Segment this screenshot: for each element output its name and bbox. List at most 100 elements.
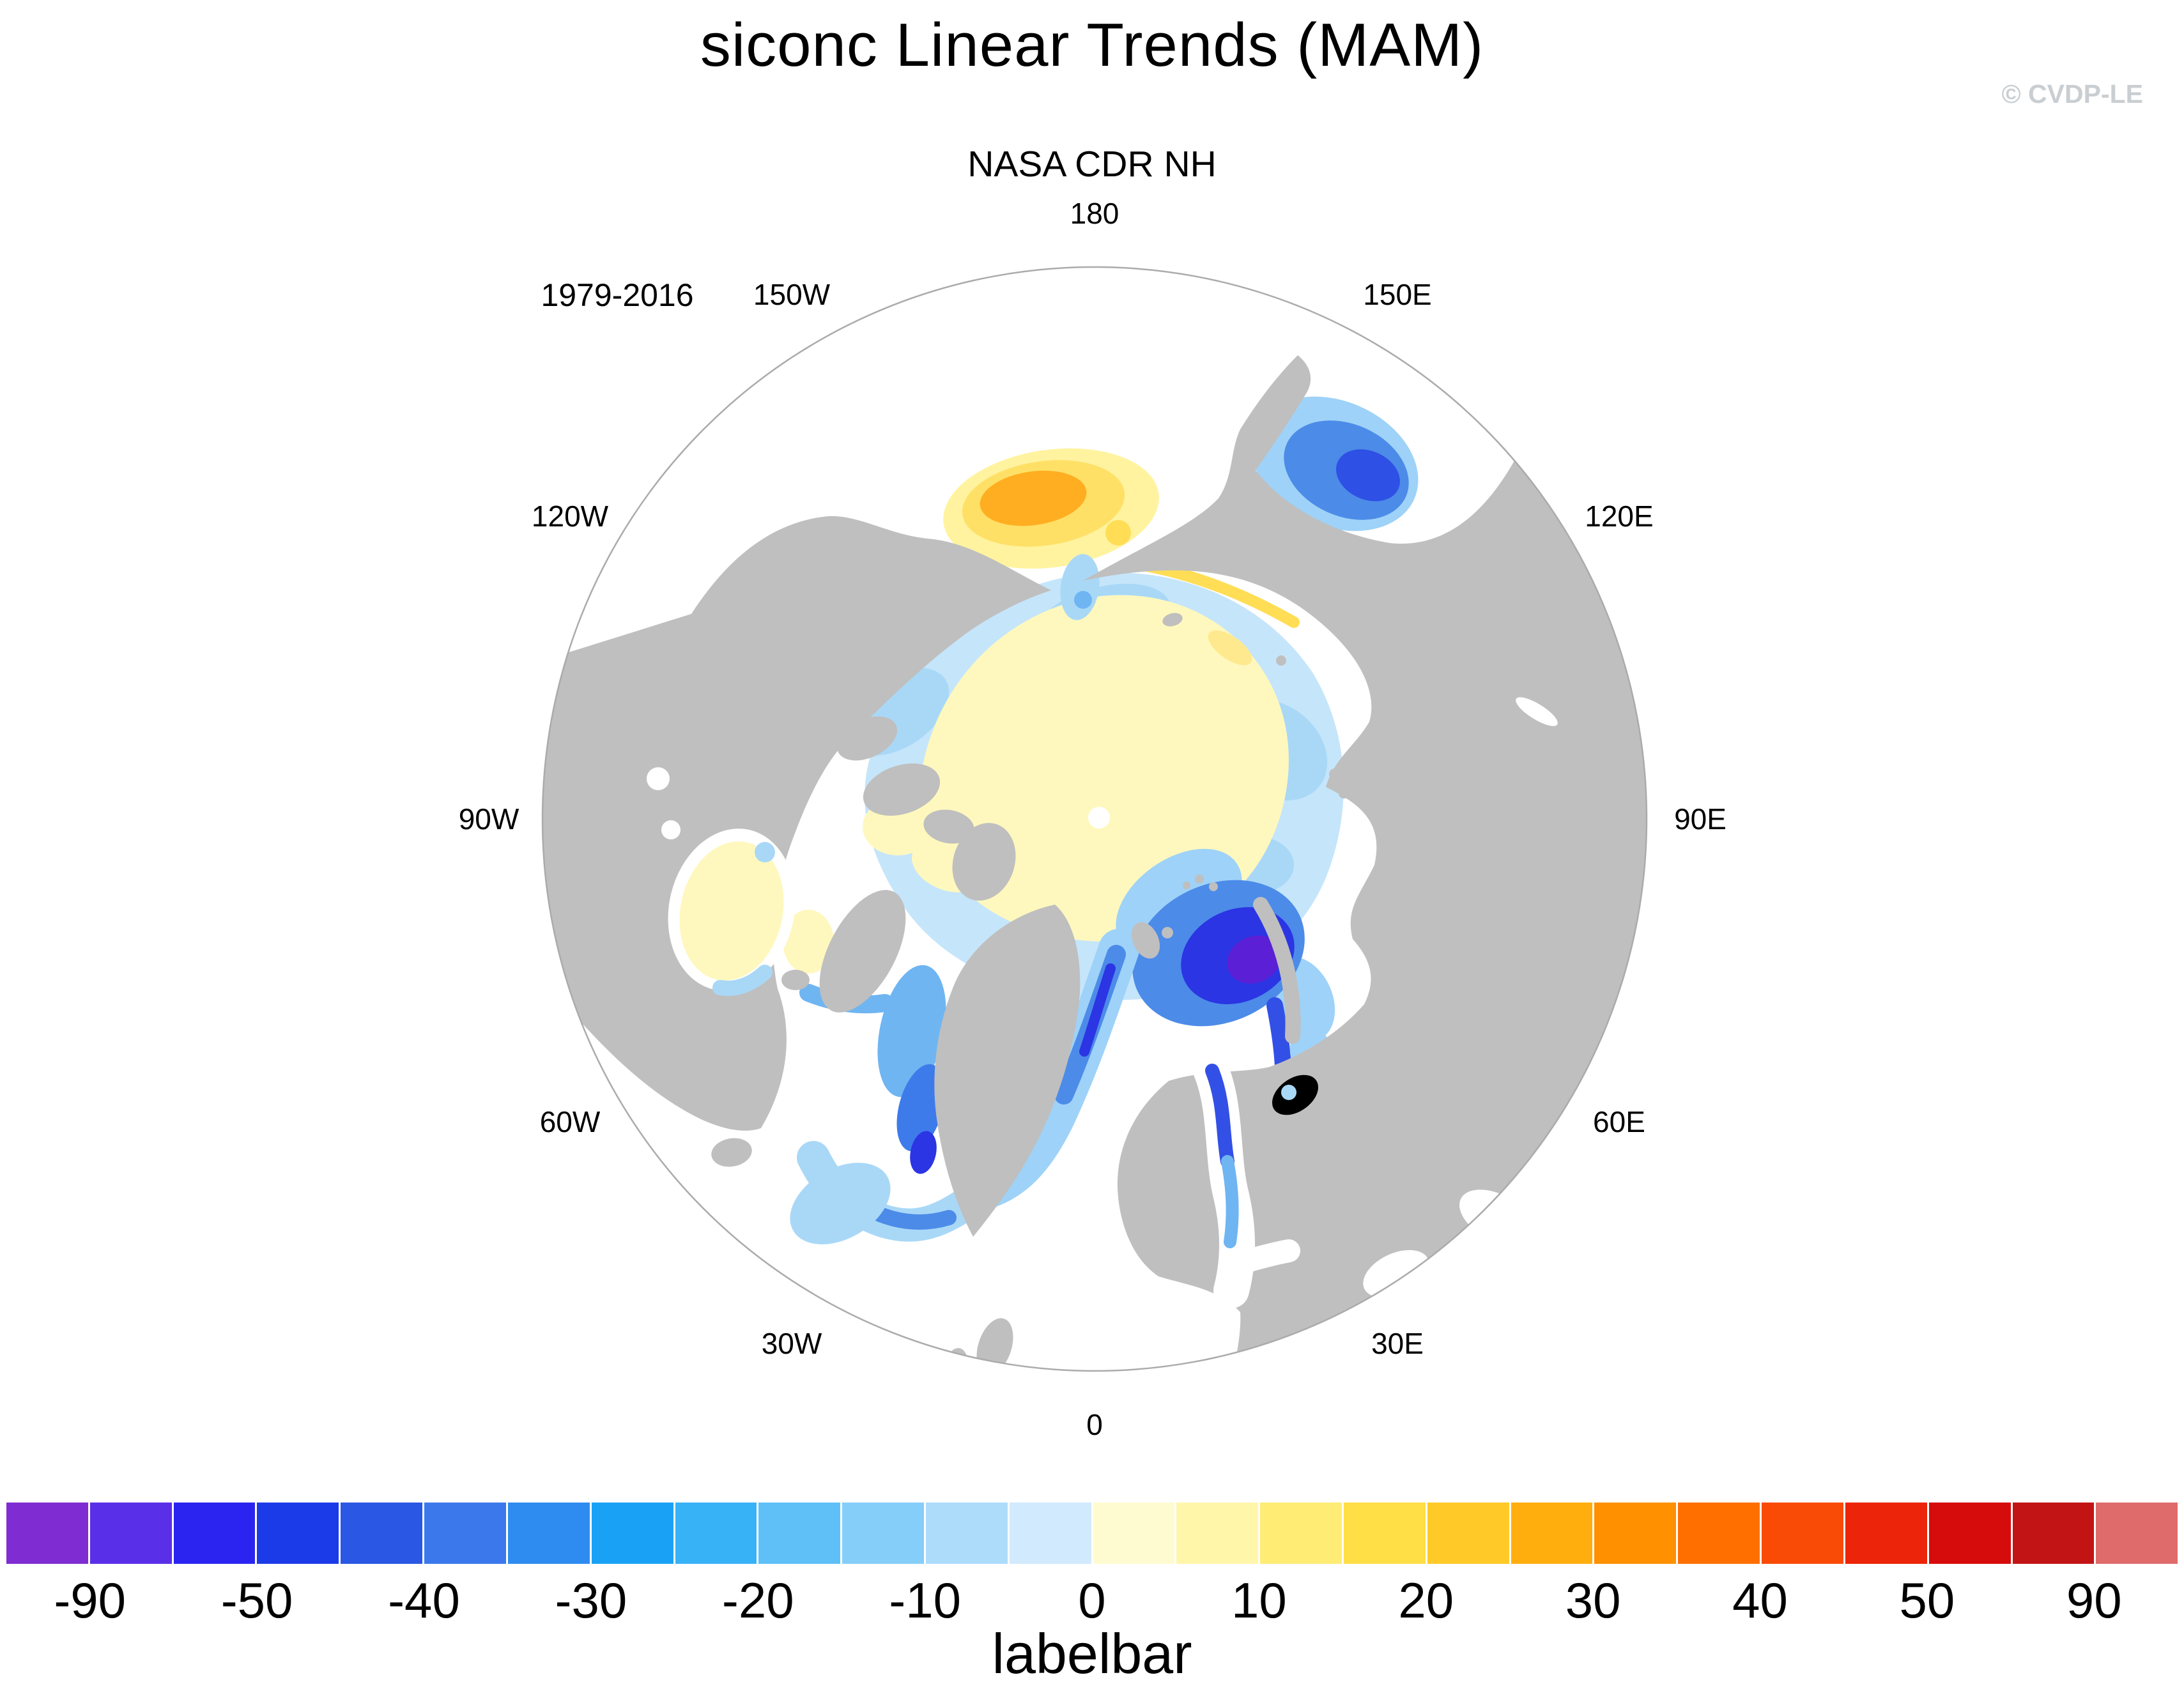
- colorbar-segment: [1093, 1503, 1175, 1564]
- colorbar-segment: [1928, 1503, 2011, 1564]
- polar-map-svg: [541, 266, 1648, 1372]
- colorbar-tick-label: 0: [1078, 1572, 1106, 1628]
- colorbar-segment: [675, 1503, 757, 1564]
- land-novaya-zemlya: [1253, 897, 1301, 1044]
- colorbar-segment: [1344, 1503, 1426, 1564]
- colorbar-segment: [1260, 1503, 1342, 1564]
- longitude-label-120E: 120E: [1585, 500, 1654, 533]
- colorbar-segment: [173, 1503, 256, 1564]
- longitude-label-30E: 30E: [1371, 1326, 1424, 1360]
- colorbar-tick-label: -90: [54, 1572, 127, 1628]
- great-slave-lake: [661, 820, 681, 839]
- colorbar-segment: [925, 1503, 1008, 1564]
- land-baffin-island: [819, 890, 906, 1013]
- land-banks-island: [836, 716, 898, 761]
- colorbar-tick-label: -20: [721, 1572, 794, 1628]
- colorbar-segment: [1176, 1503, 1259, 1564]
- longitude-label-150W: 150W: [753, 278, 831, 311]
- ice-white-sea: [1281, 1085, 1296, 1100]
- colorbar-segment: [1678, 1503, 1760, 1564]
- ice-labrador-light: [790, 1163, 891, 1244]
- period-label: 1979-2016: [541, 277, 694, 313]
- ice-davis-deep: [910, 1131, 937, 1174]
- longitude-label-90E: 90E: [1674, 802, 1726, 836]
- land-greenland: [934, 905, 1080, 1237]
- ice-bering-gold-east: [1105, 520, 1131, 546]
- colorbar-segment: [2012, 1503, 2095, 1564]
- colorbar-segment: [2096, 1503, 2178, 1564]
- longitude-label-0: 0: [1086, 1408, 1103, 1441]
- colorbar-tick-label: 10: [1231, 1572, 1287, 1628]
- lake-baikal: [1516, 697, 1558, 726]
- land-devon-island: [923, 809, 974, 844]
- colorbar-title: labelbar: [992, 1622, 1192, 1685]
- polar-map: [540, 264, 1649, 1373]
- colorbar-segment: [1762, 1503, 1843, 1564]
- colorbar-segment: [758, 1503, 841, 1564]
- ice-bering-orange-core: [980, 470, 1087, 526]
- gulf-of-finland-water: [1222, 1239, 1300, 1276]
- longitude-label-120W: 120W: [531, 500, 609, 533]
- ice-bothnia-deep: [1205, 1064, 1234, 1168]
- land-franz-josef-1: [1195, 875, 1204, 883]
- colorbar-segment: [424, 1503, 506, 1564]
- colorbar-segment: [842, 1503, 924, 1564]
- colorbar-tick-labels: -90 -50 -40 -30 -20 -10 0 10 20 30 40 50 90: [6, 1575, 2178, 1637]
- land-new-siberian-islands: [1276, 655, 1286, 666]
- colorbar-segment: [6, 1503, 88, 1564]
- ice-bering-strait-mid: [1074, 591, 1092, 609]
- colorbar: -90 -50 -40 -30 -20 -10 0 10 20 30 40 50 90: [6, 1503, 2178, 1637]
- colorbar-tick-label: -30: [555, 1572, 627, 1628]
- land-svalbard: [1131, 922, 1160, 959]
- colorbar-segment: [257, 1503, 339, 1564]
- ice-eastsiberian-gold: [1208, 630, 1252, 666]
- watermark: © CVDP-LE: [2001, 79, 2143, 109]
- colorbar-segment: [1511, 1503, 1593, 1564]
- longitude-label-30W: 30W: [761, 1326, 822, 1360]
- land-ellesmere-island: [952, 823, 1016, 901]
- land-franz-josef-2: [1209, 882, 1218, 891]
- ice-hudson-blue-rim: [712, 965, 773, 996]
- map-boundary-circle: [541, 266, 1648, 1372]
- ice-greenland-sea-deep: [1079, 963, 1116, 1057]
- colorbar-tick-label: -40: [388, 1572, 460, 1628]
- land-victoria-island: [863, 763, 941, 816]
- ice-foxe-yellow: [783, 910, 834, 974]
- land-southampton-island: [781, 970, 810, 990]
- colorbar-segment: [1594, 1503, 1677, 1564]
- colorbar-tick-label: 30: [1565, 1572, 1621, 1628]
- colorbar-tick-label: -10: [889, 1572, 961, 1628]
- colorbar-segment: [89, 1503, 172, 1564]
- colorbar-segment: [341, 1503, 423, 1564]
- longitude-label-90W: 90W: [458, 802, 519, 836]
- colorbar-segments: [6, 1503, 2178, 1564]
- land-svalbard-east: [1162, 927, 1173, 938]
- pole-observation-hole: [1088, 807, 1110, 829]
- ice-okhotsk-deep: [1336, 449, 1400, 501]
- colorbar-tick-label: 20: [1398, 1572, 1454, 1628]
- colorbar-segment: [1009, 1503, 1091, 1564]
- ice-davis-strait: [896, 1064, 945, 1152]
- page-title: siconc Linear Trends (MAM): [700, 11, 1484, 79]
- dataset-subtitle: NASA CDR NH: [967, 144, 1217, 185]
- longitude-label-60W: 60W: [539, 1105, 601, 1138]
- colorbar-segment: [1845, 1503, 1927, 1564]
- land-franz-josef-3: [1183, 882, 1190, 889]
- longitude-label-180: 180: [1070, 197, 1119, 230]
- land-severnaya-zemlya-1: [1329, 769, 1341, 780]
- land-iceland: [957, 1158, 1010, 1191]
- land-severnaya-zemlya-2: [1339, 788, 1349, 799]
- land-newfoundland: [711, 1138, 752, 1167]
- ice-baffin-bay: [877, 965, 946, 1098]
- colorbar-tick-label: 40: [1732, 1572, 1788, 1628]
- great-bear-lake: [647, 767, 670, 790]
- ice-barents-purple-core: [1227, 935, 1282, 984]
- land-north-america: [542, 516, 1051, 1131]
- colorbar-tick-label: 90: [2066, 1572, 2122, 1628]
- ice-bothnia-mid: [1221, 1155, 1239, 1248]
- colorbar-segment: [1427, 1503, 1509, 1564]
- longitude-label-60E: 60E: [1593, 1105, 1645, 1138]
- land-wrangel-island: [1162, 613, 1183, 627]
- colorbar-segment: [507, 1503, 590, 1564]
